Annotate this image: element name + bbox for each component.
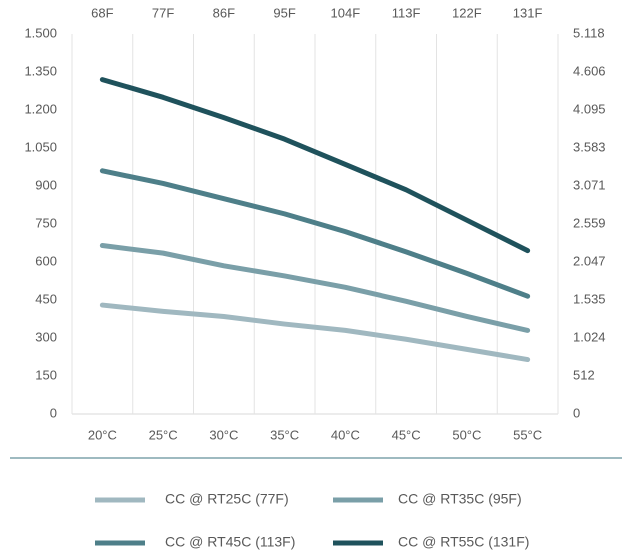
y-tick-label: 600 xyxy=(35,253,57,268)
series-line xyxy=(99,77,531,254)
x-tick-label: 35°C xyxy=(270,427,299,442)
y2-tick-label: 512 xyxy=(573,367,595,382)
y-tick-label: 0 xyxy=(50,405,57,420)
x2-tick-label: 86F xyxy=(213,5,235,20)
y-tick-label: 1.350 xyxy=(24,63,57,78)
y-tick-label: 750 xyxy=(35,215,57,230)
y-tick-label: 450 xyxy=(35,291,57,306)
y2-tick-label: 2.047 xyxy=(573,253,606,268)
x-tick-label: 25°C xyxy=(149,427,178,442)
y2-tick-label: 5.118 xyxy=(573,25,605,40)
x-tick-label: 40°C xyxy=(331,427,360,442)
y2-tick-label: 4.606 xyxy=(573,63,606,78)
y-tick-label: 1.200 xyxy=(24,101,57,116)
x-tick-label: 50°C xyxy=(452,427,481,442)
series-line xyxy=(99,243,531,333)
legend-label: CC @ RT35C (95F) xyxy=(398,491,522,507)
series-line xyxy=(99,302,531,363)
y-tick-label: 1.050 xyxy=(24,139,57,154)
series-line xyxy=(99,168,531,299)
x-tick-label: 30°C xyxy=(209,427,238,442)
x2-tick-label: 122F xyxy=(452,5,482,20)
x-tick-label: 45°C xyxy=(392,427,421,442)
y-tick-label: 300 xyxy=(35,329,57,344)
x2-tick-label: 104F xyxy=(331,5,361,20)
y2-tick-label: 3.071 xyxy=(573,177,606,192)
y2-tick-label: 2.559 xyxy=(573,215,606,230)
y-tick-label: 900 xyxy=(35,177,57,192)
x-tick-label: 55°C xyxy=(513,427,542,442)
legend-label: CC @ RT45C (113F) xyxy=(165,534,295,550)
y2-tick-label: 1.024 xyxy=(573,329,606,344)
y2-tick-label: 4.095 xyxy=(573,101,606,116)
y2-tick-label: 0 xyxy=(573,405,580,420)
y2-tick-label: 3.583 xyxy=(573,139,606,154)
legend-label: CC @ RT55C (131F) xyxy=(398,534,529,550)
x-tick-label: 20°C xyxy=(88,427,117,442)
y-tick-label: 150 xyxy=(35,367,57,382)
x2-tick-label: 113F xyxy=(392,5,421,20)
x2-tick-label: 77F xyxy=(152,5,174,20)
legend-label: CC @ RT25C (77F) xyxy=(165,491,289,507)
y2-tick-label: 1.535 xyxy=(573,291,606,306)
x2-tick-label: 131F xyxy=(513,5,543,20)
x2-tick-label: 68F xyxy=(91,5,113,20)
x2-tick-label: 95F xyxy=(273,5,295,20)
y-tick-label: 1.500 xyxy=(24,25,57,40)
